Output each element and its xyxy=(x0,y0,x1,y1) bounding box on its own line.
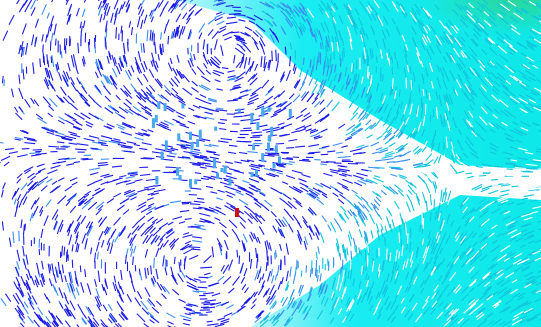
particle xyxy=(256,122,259,130)
particle xyxy=(155,115,158,123)
particle xyxy=(176,168,179,176)
particle xyxy=(273,163,276,168)
particle xyxy=(152,118,155,128)
page: (() => { const NS = 'http://www.w3.org/2… xyxy=(0,0,541,327)
particle xyxy=(220,168,223,172)
particle xyxy=(261,107,264,117)
particle xyxy=(224,166,227,174)
particle xyxy=(177,133,180,141)
particle xyxy=(179,175,182,180)
particle xyxy=(270,127,273,136)
particle xyxy=(250,113,253,123)
particle xyxy=(252,145,255,151)
marker xyxy=(235,208,239,217)
particle xyxy=(261,153,264,162)
particle xyxy=(189,179,192,188)
particle xyxy=(157,102,160,110)
particle xyxy=(216,173,219,179)
particle xyxy=(229,178,232,186)
particle xyxy=(199,130,202,140)
particle xyxy=(161,152,164,160)
particle xyxy=(289,109,292,118)
particle xyxy=(189,132,192,140)
background-tint xyxy=(300,0,541,90)
particle xyxy=(268,107,271,112)
particle xyxy=(267,142,270,151)
particle xyxy=(251,172,254,177)
particle xyxy=(275,145,278,153)
particle xyxy=(238,109,241,113)
particle xyxy=(181,104,184,109)
particle xyxy=(165,140,168,150)
particle xyxy=(164,103,167,111)
particle xyxy=(278,156,281,163)
particle xyxy=(191,142,194,150)
particle xyxy=(196,139,199,147)
particle xyxy=(255,170,258,177)
particle xyxy=(155,176,158,185)
particle xyxy=(213,159,216,168)
flow-field-view xyxy=(0,0,541,327)
particle xyxy=(214,127,217,131)
particle xyxy=(194,180,197,185)
particle xyxy=(268,136,271,141)
